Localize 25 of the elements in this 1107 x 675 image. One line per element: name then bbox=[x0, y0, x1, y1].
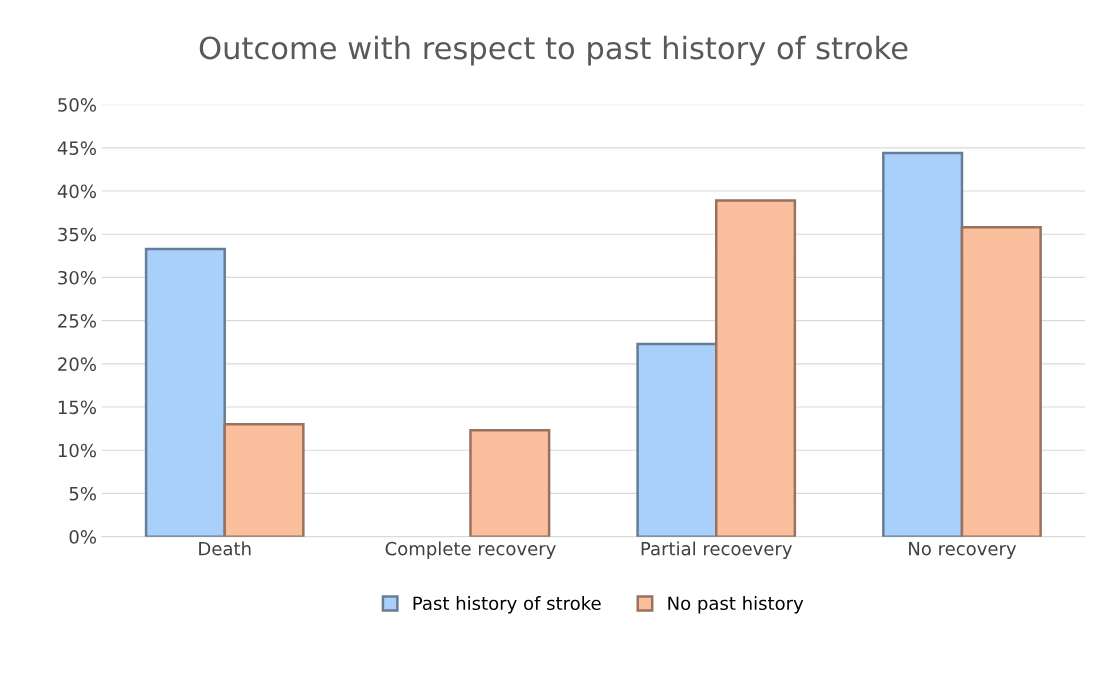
y-tick-label: 35% bbox=[58, 227, 96, 242]
x-tick-label: Death bbox=[199, 541, 251, 556]
bar bbox=[636, 342, 718, 537]
y-tick-label: 15% bbox=[58, 400, 96, 415]
bar bbox=[960, 226, 1042, 537]
bar bbox=[469, 429, 551, 537]
bar bbox=[144, 247, 226, 537]
bar bbox=[223, 423, 305, 537]
y-tick-label: 5% bbox=[69, 486, 96, 501]
y-tick-label: 25% bbox=[58, 314, 96, 328]
bar bbox=[882, 151, 964, 537]
bar bbox=[714, 199, 797, 537]
x-tick-label: Partial recoevery bbox=[641, 541, 792, 559]
x-tick-label: Complete recovery bbox=[385, 541, 556, 559]
y-tick-label: 50% bbox=[58, 98, 96, 112]
legend-label: Past history of stroke bbox=[413, 596, 601, 614]
y-tick-label: 40% bbox=[57, 184, 96, 199]
y-tick-label: 10% bbox=[58, 443, 96, 458]
y-tick-label: 0% bbox=[69, 530, 96, 544]
y-tick-label: 20% bbox=[58, 357, 96, 371]
y-tick-label: 30% bbox=[58, 270, 96, 285]
chart-title: Outcome with respect to past history of stroke bbox=[199, 35, 908, 66]
legend-label: No past history bbox=[668, 596, 804, 614]
y-tick-label: 45% bbox=[57, 141, 96, 155]
x-tick-label: No recovery bbox=[909, 542, 1017, 559]
